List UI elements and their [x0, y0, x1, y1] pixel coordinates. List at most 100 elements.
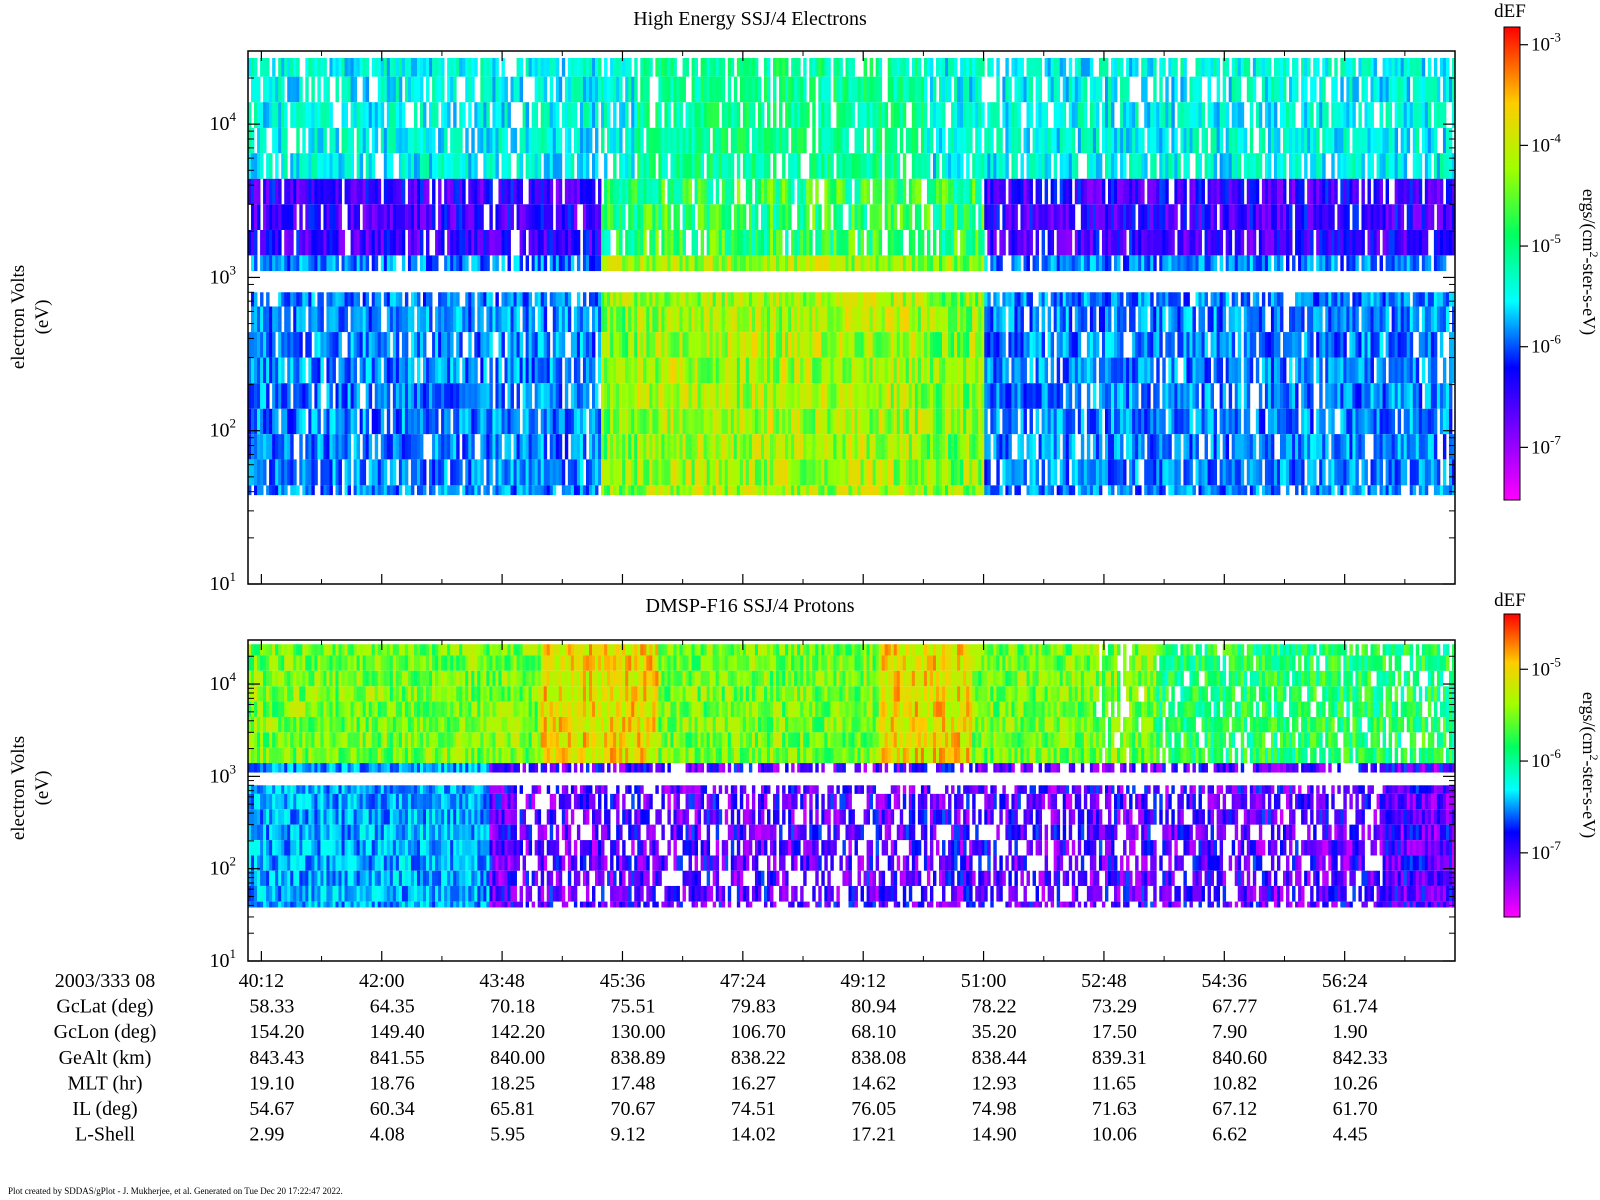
- spectrogram-cell: [1292, 332, 1296, 358]
- spectrogram-cell: [1062, 292, 1067, 307]
- spectrogram-cell: [748, 58, 753, 77]
- spectrogram-cell: [1050, 76, 1055, 103]
- spectrogram-cell: [667, 229, 671, 256]
- spectrogram-cell: [317, 292, 321, 307]
- spectrogram-cell: [1123, 357, 1127, 384]
- spectrogram-cell: [1056, 58, 1061, 77]
- spectrogram-cell: [410, 255, 415, 272]
- spectrogram-cell: [1050, 255, 1055, 272]
- spectrogram-cell: [794, 292, 798, 307]
- spectrogram-cell: [1267, 383, 1272, 409]
- spectrogram-cell: [760, 204, 765, 230]
- spectrogram-cell: [640, 178, 644, 205]
- spectrogram-cell: [254, 229, 258, 256]
- spectrogram-cell: [1011, 127, 1015, 154]
- spectrogram-cell: [987, 306, 991, 333]
- spectrogram-cell: [1261, 332, 1266, 358]
- spectrogram-cell: [875, 58, 880, 77]
- spectrogram-cell: [890, 153, 895, 179]
- spectrogram-cell: [1264, 357, 1269, 384]
- spectrogram-cell: [824, 58, 828, 77]
- spectrogram-cell: [763, 178, 768, 205]
- spectrogram-cell: [257, 127, 261, 154]
- spectrogram-cell: [619, 102, 623, 128]
- spectrogram-cell: [984, 306, 988, 333]
- spectrogram-cell: [767, 306, 771, 333]
- spectrogram-cell: [407, 383, 412, 409]
- spectrogram-cell: [471, 383, 475, 409]
- spectrogram-cell: [1201, 292, 1205, 307]
- spectrogram-cell: [489, 332, 493, 358]
- spectrogram-cell: [435, 408, 439, 435]
- spectrogram-cell: [700, 332, 705, 358]
- spectrogram-cell: [1120, 292, 1124, 307]
- spectrogram-cell: [658, 76, 662, 103]
- spectrogram-cell: [413, 58, 418, 77]
- spectrogram-cell: [920, 153, 925, 179]
- spectrogram-cell: [1328, 204, 1332, 230]
- spectrogram-cell: [1382, 204, 1386, 230]
- spectrogram-cell: [462, 255, 466, 272]
- spectrogram-cell: [1144, 58, 1148, 77]
- spectrogram-cell: [1243, 255, 1248, 272]
- spectrogram-cell: [779, 58, 783, 77]
- spectrogram-cell: [1050, 204, 1055, 230]
- spectrogram-cell: [1451, 58, 1456, 77]
- spectrogram-cell: [1228, 255, 1233, 272]
- spectrogram-cell: [733, 255, 738, 272]
- spectrogram-cell: [350, 76, 355, 103]
- spectrogram-cell: [326, 204, 330, 230]
- spectrogram-cell: [969, 178, 973, 205]
- spectrogram-cell: [763, 408, 768, 435]
- spectrogram-cell: [715, 127, 720, 154]
- spectrogram-cell: [929, 383, 934, 409]
- spectrogram-cell: [456, 127, 460, 154]
- spectrogram-cell: [815, 357, 819, 384]
- spectrogram-cell: [1258, 306, 1263, 333]
- spectrogram-cell: [398, 102, 403, 128]
- spectrogram-cell: [317, 357, 321, 384]
- spectrogram-cell: [305, 292, 309, 307]
- spectrogram-cell: [969, 306, 973, 333]
- spectrogram-cell: [1123, 204, 1127, 230]
- spectrogram-cell: [1098, 408, 1103, 435]
- spectrogram-cell: [380, 383, 385, 409]
- spectrogram-cell: [643, 292, 647, 307]
- spectrogram-cell: [1207, 204, 1211, 230]
- spectrogram-cell: [806, 408, 810, 435]
- spectrogram-cell: [450, 357, 454, 384]
- spectrogram-cell: [519, 292, 523, 307]
- spectrogram-cell: [1322, 102, 1326, 128]
- spectrogram-cell: [661, 255, 665, 272]
- spectrogram-cell: [1222, 76, 1227, 103]
- spectrogram-cell: [326, 332, 330, 358]
- spectrogram-cell: [365, 383, 370, 409]
- spectrogram-cell: [317, 204, 321, 230]
- spectrogram-cell: [1095, 204, 1100, 230]
- spectrogram-cell: [504, 306, 508, 333]
- spectrogram-cell: [1095, 332, 1100, 358]
- spectrogram-cell: [966, 178, 970, 205]
- spectrogram-cell: [1316, 178, 1320, 205]
- spectrogram-cell: [480, 178, 484, 205]
- spectrogram-cell: [706, 58, 711, 77]
- spectrogram-cell: [534, 204, 539, 230]
- spectrogram-cell: [969, 102, 973, 128]
- spectrogram-cell: [1292, 127, 1296, 154]
- spectrogram-cell: [634, 58, 638, 77]
- spectrogram-cell: [1403, 229, 1408, 256]
- spectrogram-cell: [812, 58, 816, 77]
- spectrogram-cell: [549, 255, 554, 272]
- spectrogram-cell: [549, 357, 554, 384]
- spectrogram-cell: [582, 102, 587, 128]
- spectrogram-cell: [450, 306, 454, 333]
- spectrogram-cell: [332, 229, 336, 256]
- spectrogram-cell: [1011, 292, 1015, 307]
- spectrogram-cell: [1400, 255, 1405, 272]
- spectrogram-cell: [1041, 102, 1046, 128]
- spectrogram-cell: [429, 357, 433, 384]
- spectrogram-cell: [516, 357, 520, 384]
- spectrogram-cell: [655, 127, 659, 154]
- spectrogram-cell: [531, 357, 536, 384]
- spectrogram-cell: [519, 357, 523, 384]
